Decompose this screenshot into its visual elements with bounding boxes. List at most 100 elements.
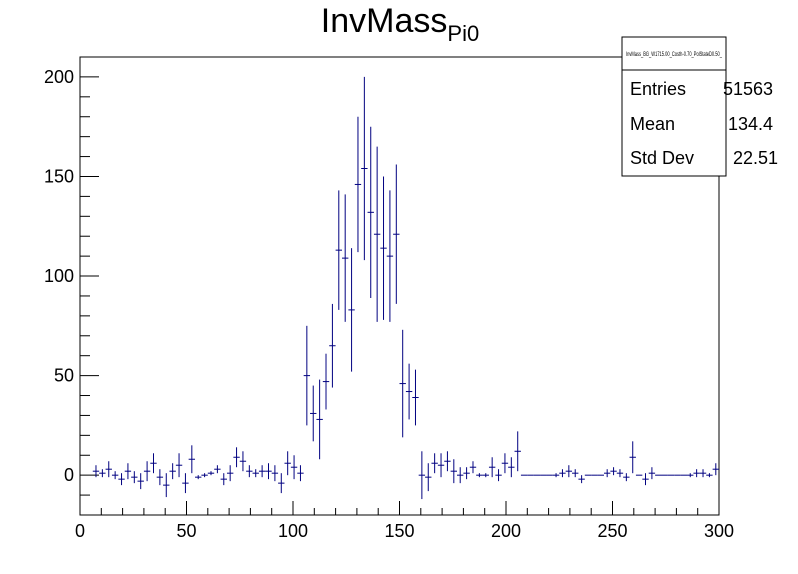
x-tick-label: 50 [176,521,196,541]
data-point [572,469,579,478]
data-point [233,447,240,468]
x-tick-label: 100 [278,521,308,541]
data-point [271,465,279,482]
data-point [290,455,298,480]
data-point [118,473,125,486]
data-point [431,453,438,474]
data-point [463,467,470,480]
data-point [137,473,144,490]
data-point [105,461,112,478]
data-point [124,463,132,480]
data-point [246,465,253,478]
data-point [175,453,183,478]
stats-mean-value: 134.4 [728,114,773,134]
stats-entries-value: 51563 [723,79,773,99]
stats-histogram-name: InvMass_BG_W1715.00_Costh-0.70_PolStateD… [626,52,722,58]
data-point [182,473,189,494]
data-point [629,441,636,474]
data-point [373,146,381,322]
data-point [310,385,317,442]
data-point [514,431,521,472]
data-point [303,325,311,426]
y-tick-label: 100 [44,266,74,286]
data-point [258,465,266,478]
data-point [693,469,700,478]
x-tick-label: 300 [704,521,734,541]
stats-stddev-label: Std Dev [630,148,694,168]
data-point [335,190,342,310]
x-tick-label: 0 [75,521,85,541]
data-point [457,467,464,484]
data-point [559,469,566,478]
data-point [552,473,560,478]
data-point [501,453,509,474]
stats-box-frame [621,36,727,177]
data-point [495,469,502,482]
data-point [642,473,649,486]
chart-title-subscript: Pi0 [447,21,479,46]
data-point [687,473,694,478]
data-point [405,363,413,420]
data-point [188,445,196,474]
data-point [278,473,285,494]
data-point [156,469,164,486]
data-point [425,463,432,492]
data-point [239,451,247,472]
data-point [482,473,489,478]
data-point [437,453,445,478]
y-tick-label: 150 [44,166,74,186]
data-point [143,461,151,482]
data-points [92,76,719,500]
data-point [610,467,617,476]
data-point [169,463,176,480]
data-point [361,76,368,261]
x-axis: 0 50 100 150 200 250 300 [75,501,734,541]
data-point [399,329,406,438]
chart-title-main: InvMass [321,2,448,40]
stats-entries-label: Entries [630,79,686,99]
data-point [469,461,477,474]
data-point [380,176,387,320]
data-point [207,471,215,476]
data-point [367,126,374,298]
data-point [706,473,713,478]
y-tick-label: 0 [64,465,74,485]
data-point [297,465,304,482]
data-point [616,469,624,478]
x-tick-label: 150 [384,521,414,541]
stats-stddev-value: 22.51 [733,148,778,168]
data-point [393,164,400,304]
data-point [578,475,585,484]
data-point [623,473,630,482]
data-point [603,469,611,478]
data-point [99,469,106,478]
data-point [329,303,336,388]
data-point [476,473,483,478]
data-point [508,457,515,478]
chart-title: InvMassPi0 [321,2,479,46]
data-point [131,471,138,484]
data-point [354,116,362,253]
data-point [386,190,394,322]
stats-box: InvMass_BG_W1715.00_Costh-0.70_PolStateD… [621,36,778,177]
data-point [699,469,707,478]
data-point [341,194,349,322]
data-point [444,451,451,472]
y-tick-label: 50 [54,366,74,386]
data-point [316,379,323,460]
data-point [322,353,330,410]
data-point [488,457,496,478]
data-point [150,453,157,474]
data-point [450,459,458,484]
data-point [214,465,221,474]
y-tick-label: 200 [44,67,74,87]
data-point [111,471,119,480]
data-point [348,248,355,372]
data-point [226,465,234,482]
data-point [284,451,291,476]
y-axis: 0 50 100 150 200 [44,56,99,516]
data-point [163,473,170,498]
data-point [195,475,202,480]
data-point [265,463,272,480]
data-point [412,369,419,426]
